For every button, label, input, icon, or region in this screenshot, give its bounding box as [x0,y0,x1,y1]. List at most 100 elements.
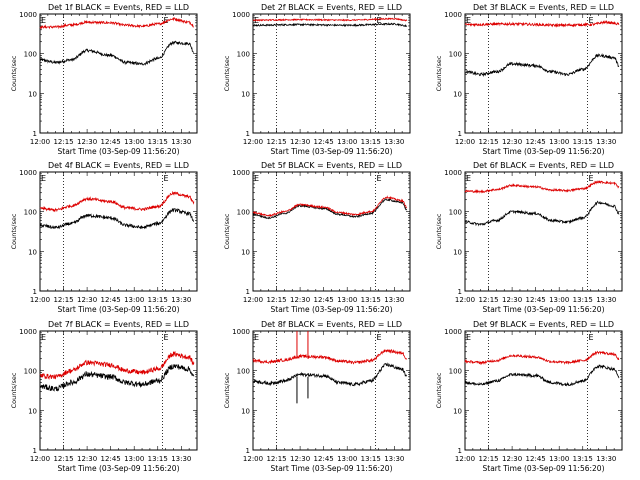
x-tick-label: 13:15 [148,455,168,463]
x-tick-label: 12:30 [502,296,522,304]
plot-frame [39,330,198,451]
plot-frame [252,13,411,134]
x-axis-label: Start Time (03-Sep-09 11:56:20) [483,147,605,156]
panel-title: Det 3f BLACK = Events, RED = LLD [473,3,614,12]
event-marker-label: E [466,333,471,342]
series-lld-line [252,17,408,22]
series-lld-line [464,350,620,366]
y-tick-label: 10 [453,248,462,256]
x-tick-label: 12:15 [266,138,286,146]
series-lld-line [464,19,620,28]
x-tick-label: 12:00 [243,296,263,304]
event-marker-label: E [163,333,168,342]
x-tick-label: 12:15 [266,296,286,304]
x-axis-label: Start Time (03-Sep-09 11:56:20) [271,464,393,473]
y-tick-label: 1 [246,288,250,296]
event-marker-label: E [254,174,259,183]
x-tick-label: 13:00 [549,138,569,146]
y-tick-label: 100 [24,368,37,376]
plot-frame [464,171,623,292]
series-lld-line [464,180,620,194]
event-marker-label: E [163,174,168,183]
x-tick-label: 13:15 [573,138,593,146]
x-tick-label: 12:45 [526,138,546,146]
y-axis-label: Counts/sec [223,213,231,249]
series-events-line [464,200,620,227]
x-tick-label: 12:30 [290,138,310,146]
event-marker-label: E [163,16,168,25]
panel-title: Det 1f BLACK = Events, RED = LLD [48,3,189,12]
panel-det-1: Det 1f BLACK = Events, RED = LLD 1 10 100 10… [10,3,198,156]
x-axis-label: Start Time (03-Sep-09 11:56:20) [58,305,180,314]
y-tick-label: 10 [28,90,37,98]
y-tick-label: 1000 [19,328,37,336]
panel-det-7: Det 7f BLACK = Events, RED = LLD 1 10 100 10… [10,320,198,473]
series-events-line [252,362,408,387]
x-tick-label: 13:30 [384,138,404,146]
event-marker-label: E [588,16,593,25]
series-events-line [39,207,194,230]
x-tick-label: 13:00 [549,455,569,463]
y-tick-label: 10 [28,407,37,415]
series-events-line [39,364,195,392]
x-tick-label: 12:30 [502,455,522,463]
x-axis-label: Start Time (03-Sep-09 11:56:20) [483,305,605,314]
x-tick-label: 12:15 [53,455,73,463]
y-axis-label: Counts/sec [10,372,18,408]
x-tick-label: 12:30 [77,138,97,146]
x-tick-label: 12:30 [77,455,97,463]
y-tick-label: 1 [458,447,462,455]
y-tick-label: 100 [449,368,462,376]
y-tick-label: 100 [237,368,250,376]
y-tick-label: 100 [237,209,250,217]
panel-title: Det 7f BLACK = Events, RED = LLD [48,320,189,329]
panel-title: Det 8f BLACK = Events, RED = LLD [261,320,402,329]
event-marker-label: E [376,333,381,342]
x-tick-label: 12:45 [526,296,546,304]
panel-det-4: Det 4f BLACK = Events, RED = LLD 1 10 100 10… [10,161,198,314]
y-tick-label: 1000 [444,169,462,177]
series-events-line [39,40,194,66]
event-marker-label: E [41,174,46,183]
plot-frame [39,171,198,292]
x-tick-label: 12:00 [243,455,263,463]
y-tick-label: 100 [449,209,462,217]
y-tick-label: 1 [458,288,462,296]
x-tick-label: 13:00 [124,455,144,463]
x-tick-label: 12:00 [455,455,475,463]
panel-det-9: Det 9f BLACK = Events, RED = LLD 1 10 100 10… [435,320,623,473]
x-tick-label: 12:45 [101,138,121,146]
x-tick-label: 13:15 [361,138,381,146]
x-tick-label: 12:15 [266,455,286,463]
x-tick-label: 13:30 [384,455,404,463]
x-tick-label: 12:00 [30,296,50,304]
y-tick-label: 100 [24,51,37,59]
y-tick-label: 10 [241,90,250,98]
y-tick-label: 1000 [19,11,37,19]
x-tick-label: 12:30 [290,296,310,304]
y-tick-label: 1 [33,447,37,455]
series-events-line [464,364,620,387]
x-tick-label: 13:30 [171,455,191,463]
x-tick-label: 13:15 [148,138,168,146]
x-tick-label: 12:15 [53,138,73,146]
x-axis-label: Start Time (03-Sep-09 11:56:20) [58,147,180,156]
y-tick-label: 1000 [232,169,250,177]
x-tick-label: 12:00 [455,138,475,146]
y-tick-label: 1000 [444,328,462,336]
y-axis-label: Counts/sec [435,372,443,408]
x-tick-label: 12:45 [101,455,121,463]
y-tick-label: 1000 [19,169,37,177]
panel-det-8: Det 8f BLACK = Events, RED = LLD 1 10 100 10… [223,320,411,473]
x-tick-label: 12:15 [478,138,498,146]
x-tick-label: 13:15 [148,296,168,304]
x-tick-label: 12:00 [30,455,50,463]
series-lld-line [252,349,408,365]
y-axis-label: Counts/sec [10,213,18,249]
y-tick-label: 1 [246,447,250,455]
panel-det-5: Det 5f BLACK = Events, RED = LLD 1 10 100 10… [223,161,411,314]
x-tick-label: 12:15 [478,296,498,304]
panel-title: Det 6f BLACK = Events, RED = LLD [473,161,614,170]
plot-frame [39,13,198,134]
